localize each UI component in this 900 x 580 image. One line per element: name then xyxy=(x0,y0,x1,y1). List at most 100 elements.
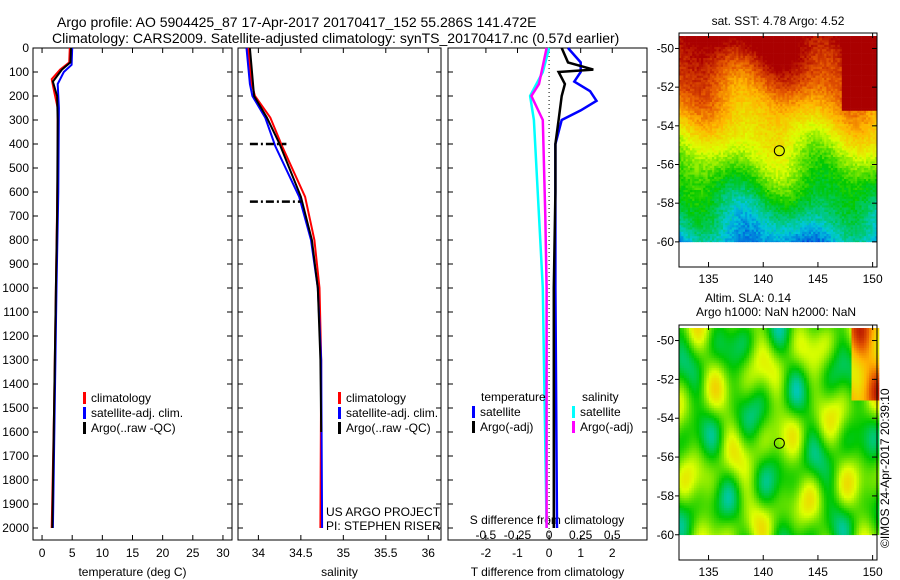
sst-map-cell xyxy=(813,139,816,142)
sst-map-cell xyxy=(863,58,867,61)
sst-map-cell xyxy=(817,62,821,65)
sst-map-cell xyxy=(802,139,805,142)
sst-map-cell xyxy=(874,55,878,59)
sst-map-cell xyxy=(859,130,862,134)
sst-map-cell xyxy=(874,143,878,147)
sst-map-cell xyxy=(760,130,763,134)
sst-map-cell xyxy=(806,135,810,138)
sst-map-cell xyxy=(773,139,777,142)
sst-map-cell xyxy=(725,135,728,138)
sst-map-cell xyxy=(749,40,752,43)
sst-map-cell xyxy=(762,77,766,81)
sst-map-cell xyxy=(701,55,704,59)
sst-map-cell xyxy=(782,86,785,90)
sst-map-cell xyxy=(734,135,737,138)
sst-map-cell xyxy=(692,36,695,39)
sst-map-cell xyxy=(725,69,728,72)
sst-map-cell xyxy=(701,91,704,94)
sst-map-cell xyxy=(703,113,706,116)
sst-map-cell xyxy=(868,88,871,92)
sst-map-cell xyxy=(734,97,737,101)
sst-map-cell xyxy=(793,121,796,125)
sst-map-cell xyxy=(780,80,783,83)
sst-map-cell xyxy=(844,64,847,68)
sst-map-cell xyxy=(806,102,810,105)
sst-map-cell xyxy=(780,104,783,107)
sst-map-cell xyxy=(679,143,682,147)
sst-map-cell xyxy=(778,47,781,50)
sst-map-cell xyxy=(729,82,733,85)
sst-map-cell xyxy=(694,121,697,125)
sst-map-cell xyxy=(817,97,821,101)
sst-map-cell xyxy=(709,36,713,39)
sst-map-cell xyxy=(800,99,803,103)
sst-map-cell xyxy=(753,80,757,83)
sst-map-cell xyxy=(861,148,865,151)
sst-map-cell xyxy=(872,58,876,61)
sst-map-cell xyxy=(874,64,878,68)
sst-map-cell xyxy=(795,93,799,96)
sst-map-cell xyxy=(734,71,737,74)
sst-map-cell xyxy=(819,104,823,107)
sst-map-cell xyxy=(771,80,774,83)
sst-map-cell xyxy=(683,69,686,72)
sst-map-cell xyxy=(806,40,810,43)
sst-map-cell xyxy=(852,44,856,48)
sst-map-cell xyxy=(771,40,774,43)
sst-map-cell xyxy=(855,130,858,134)
sst-map-cell xyxy=(819,84,823,87)
sst-map-cell xyxy=(742,102,746,105)
sst-map-cell xyxy=(797,53,801,57)
temperature-ytick-label: 800 xyxy=(9,233,29,247)
sst-map-cell xyxy=(844,141,847,145)
sst-map-cell xyxy=(802,62,805,65)
sst-map-cell xyxy=(694,66,697,70)
sst-map-cell xyxy=(736,119,739,123)
sst-map-cell xyxy=(696,66,700,70)
sst-map-cell xyxy=(775,146,779,149)
sst-map-cell xyxy=(822,77,825,81)
sst-map-cell xyxy=(835,91,838,94)
sst-map-cell xyxy=(738,104,741,107)
sst-map-cell xyxy=(863,71,867,74)
salinity-legend-label: satellite-adj. clim. xyxy=(346,406,438,420)
sst-map-cell xyxy=(696,139,700,142)
sst-map-cell xyxy=(778,69,781,72)
sst-map-cell xyxy=(784,58,788,61)
sst-map-cell xyxy=(747,88,750,92)
sst-map-cell xyxy=(723,86,726,90)
sst-map-cell xyxy=(804,49,807,52)
sst-map-cell xyxy=(690,91,693,94)
sst-map-cell xyxy=(687,69,691,72)
sst-map-cell xyxy=(685,42,689,46)
sst-map-cell xyxy=(738,84,741,87)
sst-map-cell xyxy=(698,84,702,87)
sst-map-cell xyxy=(742,55,746,59)
sst-map-cell xyxy=(850,38,854,41)
sst-map-cell xyxy=(773,95,777,98)
sst-map-cell xyxy=(835,40,838,43)
sst-map-cell xyxy=(723,66,726,70)
sst-map-cell xyxy=(760,58,763,61)
sst-map-cell xyxy=(861,113,865,116)
sst-map-cell xyxy=(844,71,847,74)
sst-map-cell xyxy=(687,97,691,101)
sst-map-cell xyxy=(813,40,816,43)
sst-map-cell xyxy=(839,44,843,48)
sst-map-cell xyxy=(690,69,693,72)
sst-map-cell xyxy=(782,95,785,98)
sst-map-cell xyxy=(874,117,878,120)
sst-map-cell xyxy=(797,73,801,76)
sst-map-cell xyxy=(703,128,706,131)
sst-map-cell xyxy=(855,77,858,81)
sst-map-cell xyxy=(771,36,774,39)
sst-map-cell xyxy=(793,47,796,50)
sst-map-cell xyxy=(736,58,739,61)
sst-map-cell xyxy=(848,51,851,54)
sst-map-cell xyxy=(822,117,825,120)
sst-map-cell xyxy=(747,141,750,145)
sst-map-cell xyxy=(789,71,792,74)
sst-map-cell xyxy=(742,99,746,103)
sst-map-cell xyxy=(725,91,728,94)
sst-map-cell xyxy=(839,124,843,127)
